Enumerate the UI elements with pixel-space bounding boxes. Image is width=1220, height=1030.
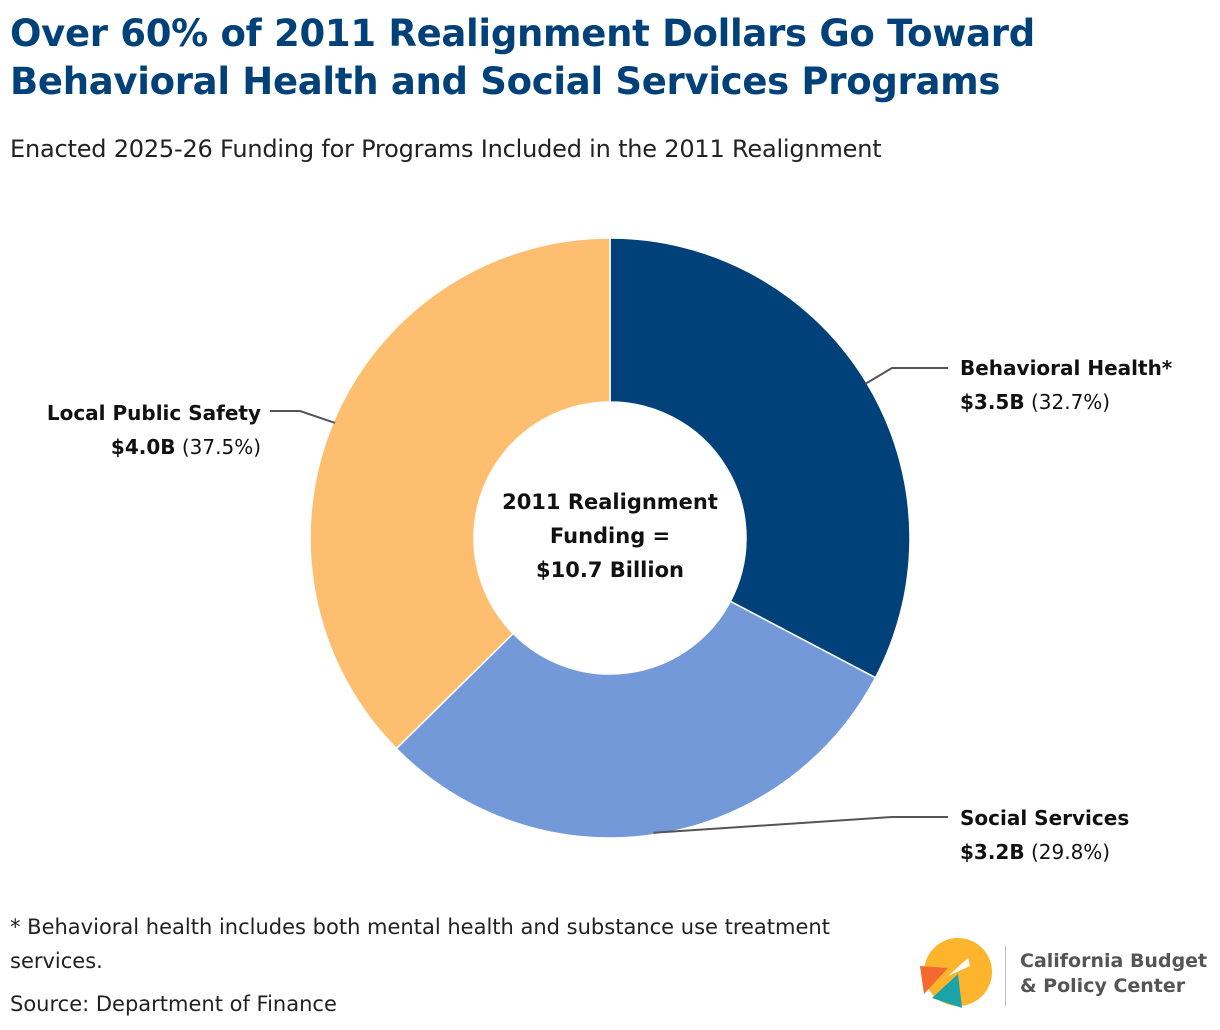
slice-percent-behavioral-health: (32.7%) [1030,390,1111,414]
chart-title-line-2: Behavioral Health and Social Services Pr… [10,60,1001,103]
donut-slice-local-public-safety [309,237,611,750]
callout-local-public-safety: Local Public Safety $4.0B (37.5%) [47,396,261,464]
slice-percent-social-services: (29.8%) [1030,840,1111,864]
slice-label-social-services: Social Services [960,806,1130,830]
source-note: Source: Department of Finance [10,992,337,1016]
logo-arrow-orange-icon [920,966,948,994]
center-label-line-1: 2011 Realignment [502,490,718,514]
callout-social-services: Social Services $3.2B (29.8%) [960,801,1129,869]
chart-subtitle: Enacted 2025-26 Funding for Programs Inc… [10,135,882,163]
donut-slice-behavioral-health [609,237,911,679]
organization-name: California Budget & Policy Center [1020,949,1207,999]
slice-value-local-public-safety: $4.0B [110,435,176,459]
slice-label-behavioral-health: Behavioral Health* [960,356,1173,380]
leader-line-behavioral-health [864,367,948,385]
donut-slice-social-services [395,600,877,839]
slice-percent-local-public-safety: (37.5%) [181,435,261,459]
leader-lines [270,367,948,834]
center-label-line-3: $10.7 Billion [536,558,684,582]
logo-sun-icon [924,938,992,1006]
leader-line-local-public-safety [270,410,336,424]
chart-title-line-1: Over 60% of 2011 Realignment Dollars Go … [10,12,1035,55]
donut-center-label: 2011 Realignment Funding = $10.7 Billion [475,485,745,587]
callout-behavioral-health: Behavioral Health* $3.5B (32.7%) [960,351,1172,419]
logo-sun-arrow-icon [920,938,992,1008]
slice-label-local-public-safety: Local Public Safety [46,401,261,425]
center-label-line-2: Funding = [549,524,671,548]
logo-arrow-teal-icon [932,974,962,1008]
donut-slices [309,237,911,839]
logo-arrow-highlight-icon [948,958,970,976]
organization-logo: California Budget & Policy Center [918,936,1208,1012]
slice-value-social-services: $3.2B [960,840,1025,864]
leader-line-social-services [653,816,948,834]
organization-name-line-1: California Budget [1020,950,1208,972]
slice-value-behavioral-health: $3.5B [960,390,1025,414]
footnote: * Behavioral health includes both mental… [10,915,830,973]
organization-name-line-2: & Policy Center [1020,975,1186,997]
logo-divider [1005,946,1006,1006]
chart-title: Over 60% of 2011 Realignment Dollars Go … [10,10,1190,106]
